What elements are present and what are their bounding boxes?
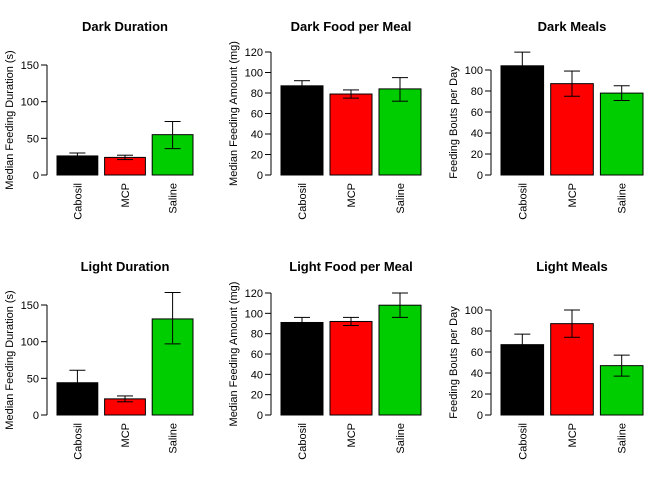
y-tick-label: 60	[471, 347, 483, 359]
y-axis-label: Median Feeding Duration (s)	[4, 290, 16, 429]
y-tick-label: 100	[21, 337, 39, 349]
y-tick-label: 100	[465, 65, 483, 77]
category-label: Cabosil	[297, 183, 309, 220]
y-tick-label: 80	[471, 86, 483, 98]
category-label: Saline	[617, 423, 629, 454]
panel-title: Dark Duration	[82, 19, 168, 34]
y-tick-label: 150	[21, 300, 39, 312]
panel-5: Light Food per Meal 0 20 40 60 80 100 120 Median…	[228, 259, 422, 460]
y-tick-label: 80	[251, 329, 263, 341]
category-label: MCP	[120, 423, 132, 447]
y-tick-label: 60	[251, 109, 263, 121]
category-label: MCP	[346, 183, 358, 207]
y-axis-label: Median Feeding Duration (s)	[4, 50, 16, 189]
y-tick-label: 50	[27, 133, 39, 145]
category-label: Saline	[395, 423, 407, 454]
panel-title: Light Meals	[536, 259, 608, 274]
y-tick-label: 20	[471, 389, 483, 401]
bar-mcp	[329, 320, 373, 416]
panel-title: Light Food per Meal	[289, 259, 413, 274]
category-label: MCP	[567, 183, 579, 207]
bar-mcp	[550, 83, 594, 176]
y-tick-label: 0	[257, 170, 263, 182]
y-tick-label: 0	[477, 410, 483, 422]
bar-cabosil	[280, 85, 324, 176]
y-tick-label: 100	[465, 305, 483, 317]
y-axis-label: Median Feeding Amount (mg)	[228, 282, 240, 427]
panel-title: Light Duration	[81, 259, 170, 274]
bar-cabosil	[280, 321, 324, 416]
y-tick-label: 60	[251, 349, 263, 361]
y-tick-label: 20	[471, 149, 483, 161]
category-label: Cabosil	[517, 183, 529, 220]
category-label: MCP	[120, 183, 132, 207]
y-tick-label: 0	[33, 410, 39, 422]
y-tick-label: 120	[245, 288, 263, 300]
y-tick-label: 120	[245, 47, 263, 59]
y-tick-label: 80	[251, 88, 263, 100]
panel-title: Dark Meals	[538, 19, 607, 34]
category-label: Saline	[395, 183, 407, 214]
y-tick-label: 0	[477, 170, 483, 182]
category-label: MCP	[567, 423, 579, 447]
bar-saline	[378, 304, 422, 416]
y-tick-label: 60	[471, 107, 483, 119]
category-label: Saline	[168, 423, 180, 454]
y-tick-label: 40	[471, 368, 483, 380]
y-tick-label: 40	[471, 128, 483, 140]
y-tick-label: 80	[471, 326, 483, 338]
y-tick-label: 40	[251, 369, 263, 381]
y-tick-label: 100	[21, 97, 39, 109]
y-tick-label: 150	[21, 60, 39, 72]
bar-mcp	[329, 93, 373, 176]
y-tick-label: 20	[251, 150, 263, 162]
y-axis-label: Feeding Bouts per Day	[448, 66, 460, 179]
bar-saline	[378, 88, 422, 176]
y-axis-label: Feeding Bouts per Day	[448, 306, 460, 419]
y-tick-label: 100	[245, 308, 263, 320]
category-label: Saline	[168, 183, 180, 214]
panel-3: Dark Meals 0 20 40 60 80 100 Feeding Bouts per …	[448, 19, 644, 220]
category-label: MCP	[346, 423, 358, 447]
category-label: Cabosil	[72, 423, 84, 460]
y-tick-label: 20	[251, 390, 263, 402]
y-tick-label: 0	[33, 170, 39, 182]
panel-title: Dark Food per Meal	[291, 19, 412, 34]
panel-2: Dark Food per Meal 0 20 40 60 80 100 120 Median …	[228, 19, 422, 220]
panel-6: Light Meals 0 20 40 60 80 100 Feeding Bouts per…	[448, 259, 644, 460]
y-tick-label: 100	[245, 68, 263, 80]
y-axis-label: Median Feeding Amount (mg)	[228, 41, 240, 186]
bar-saline	[599, 92, 644, 176]
category-label: Cabosil	[517, 423, 529, 460]
panel-1: Dark Duration 0 50 100 150 Median Feeding Dur…	[4, 19, 194, 220]
category-label: Cabosil	[72, 183, 84, 220]
y-tick-label: 50	[27, 373, 39, 385]
category-label: Saline	[617, 183, 629, 214]
category-label: Cabosil	[297, 423, 309, 460]
bar-cabosil	[500, 65, 545, 176]
y-tick-label: 0	[257, 410, 263, 422]
y-tick-label: 40	[251, 129, 263, 141]
panel-4: Light Duration 0 50 100 150 Median Feeding Du…	[4, 259, 194, 460]
bar-mcp	[550, 323, 594, 416]
